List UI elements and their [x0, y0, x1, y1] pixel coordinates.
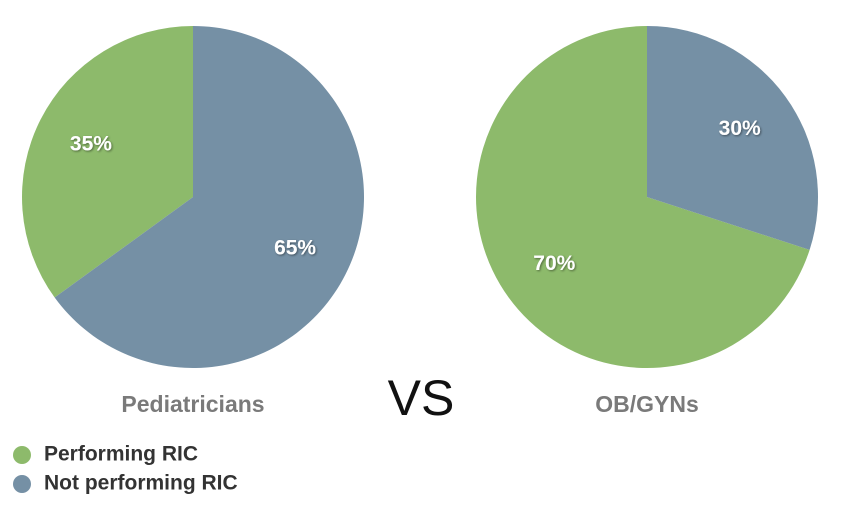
legend-swatch	[13, 475, 31, 493]
legend-swatch	[13, 446, 31, 464]
legend-label: Not performing RIC	[44, 472, 238, 495]
pie-slice	[647, 26, 818, 250]
pie-slice	[21, 26, 194, 298]
value-label: 70%	[533, 252, 575, 275]
value-label: 35%	[70, 133, 112, 156]
chart-title: Pediatricians	[121, 391, 264, 417]
separator: VS	[388, 370, 455, 426]
value-label: 30%	[719, 117, 761, 140]
value-label: 65%	[274, 237, 316, 260]
chart-title: OB/GYNs	[595, 391, 699, 417]
legend-label: Performing RIC	[44, 443, 198, 466]
pie-slice	[54, 26, 365, 368]
pie-slice	[476, 26, 810, 369]
